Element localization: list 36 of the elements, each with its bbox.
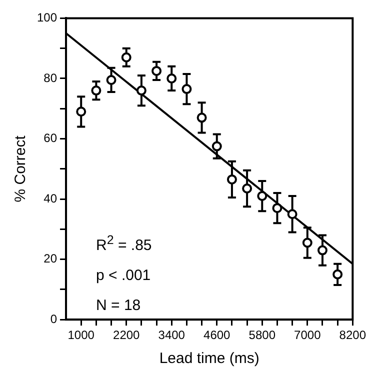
point xyxy=(242,183,252,194)
x-tick-label: 3400 xyxy=(158,328,186,342)
point xyxy=(76,106,86,117)
y-tick-label: 100 xyxy=(36,10,58,25)
point xyxy=(302,238,312,248)
x-tick-label: 2200 xyxy=(113,328,140,342)
point xyxy=(332,269,343,280)
point xyxy=(196,112,207,123)
point xyxy=(121,52,132,62)
y-tick-label: 0 xyxy=(50,312,58,326)
y-tick-label: 80 xyxy=(44,70,58,85)
point xyxy=(226,174,237,184)
x-tick-label: 7000 xyxy=(294,328,322,342)
x-axis-title: Lead time (ms) xyxy=(159,350,260,368)
y-tick-label: 20 xyxy=(44,252,58,266)
point xyxy=(272,203,282,214)
annotation: p < .001 xyxy=(96,266,152,286)
point xyxy=(317,245,328,256)
point xyxy=(212,141,222,152)
x-tick-label: 4600 xyxy=(204,328,231,342)
y-tick-label: 60 xyxy=(44,131,58,146)
point xyxy=(287,209,298,220)
x-tick-label: 1000 xyxy=(68,328,95,342)
point xyxy=(166,73,177,84)
annotation: N = 18 xyxy=(96,296,142,316)
x-tick-label: 8200 xyxy=(339,328,366,342)
point xyxy=(182,84,192,94)
y-axis-title: % Correct xyxy=(12,134,30,202)
annotation: R$^{2}$ = .85 xyxy=(96,232,152,256)
point xyxy=(106,74,116,85)
point xyxy=(152,66,162,76)
point xyxy=(257,191,268,202)
point xyxy=(91,86,102,96)
y-tick-label: 40 xyxy=(44,191,58,206)
x-tick-label: 5800 xyxy=(248,328,276,342)
point xyxy=(136,86,146,96)
